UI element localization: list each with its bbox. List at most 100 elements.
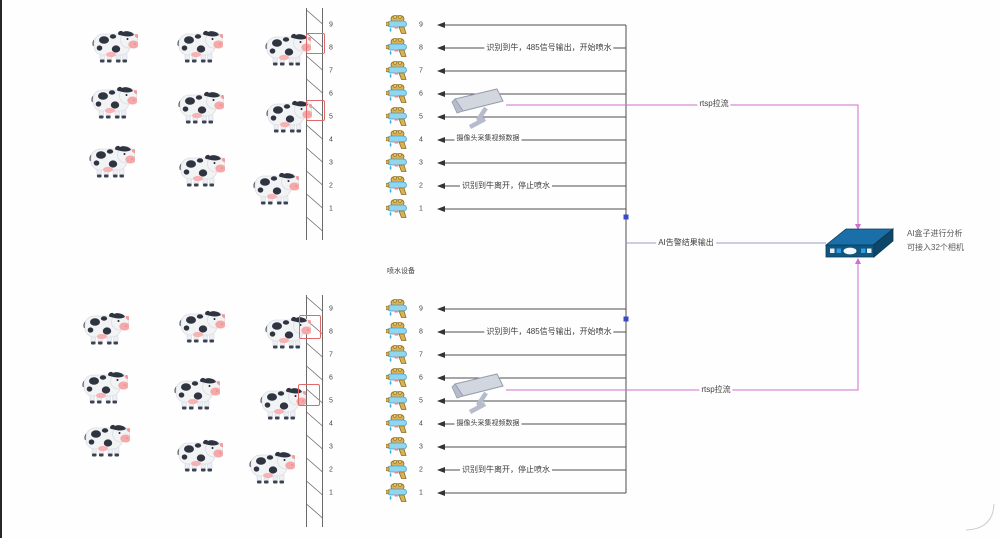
cow-icon (179, 308, 228, 350)
spray-row-number: 7 (419, 351, 423, 359)
fence-row-number: 1 (329, 489, 333, 497)
water-gun-icon (385, 367, 410, 393)
spray-row-number: 1 (419, 489, 423, 497)
fence-row-number: 6 (329, 374, 333, 382)
page-corner-curve (965, 503, 995, 531)
label-camera-collect-bottom: 摄像头采集视频数据 (454, 419, 522, 429)
label-stop-spray-top: 识别到牛离开，停止喷水 (460, 181, 552, 191)
fence-row-number: 8 (329, 44, 333, 52)
water-gun-icon (385, 83, 410, 109)
cow-icon (265, 31, 314, 73)
row-arrowhead (437, 398, 445, 404)
cow-icon (253, 170, 302, 212)
water-gun-icon (385, 129, 410, 155)
fence-row-number: 2 (329, 182, 333, 190)
cow-icon (83, 310, 132, 352)
water-gun-icon (385, 37, 410, 63)
water-gun-icon (385, 298, 410, 324)
window-left-edge (0, 0, 2, 538)
ai-box-icon (824, 228, 895, 258)
rtsp-line-bottom (506, 264, 859, 391)
connector-handle (623, 316, 629, 322)
spray-row-number: 5 (419, 397, 423, 405)
label-stop-spray-bottom: 识别到牛离开，停止喷水 (460, 465, 552, 475)
row-arrowhead (437, 91, 445, 97)
spray-row-number: 2 (419, 182, 423, 190)
cow-icon (92, 28, 141, 70)
water-gun-icon (385, 390, 410, 416)
row-arrowhead (437, 375, 445, 381)
ai-box-caption-line2: 可接入32个相机 (905, 243, 966, 253)
row-arrowhead (437, 137, 445, 143)
row-arrowhead (437, 22, 445, 28)
spray-row-number: 4 (419, 136, 423, 144)
spray-row-number: 8 (419, 328, 423, 336)
water-gun-icon (385, 344, 410, 370)
water-gun-icon (385, 482, 410, 508)
label-rtsp-bottom: rtsp拉流 (699, 385, 733, 395)
label-camera-collect-top: 摄像头采集视频数据 (454, 134, 522, 144)
fence-row-number: 6 (329, 90, 333, 98)
spray-row-number: 7 (419, 67, 423, 75)
water-gun-icon (385, 459, 410, 485)
row-arrowhead (437, 160, 445, 166)
fence-row-number: 5 (329, 397, 333, 405)
cow-icon (249, 449, 298, 491)
fence-row-number: 4 (329, 136, 333, 144)
label-ai-alarm-output: AI告警结果输出 (656, 238, 716, 248)
connector-handle (623, 214, 629, 220)
fence-row-number: 7 (329, 67, 333, 75)
row-arrowhead (437, 114, 445, 120)
fence-row-number: 2 (329, 466, 333, 474)
water-gun-icon (385, 106, 410, 132)
cow-icon (91, 84, 140, 126)
spray-row-number: 2 (419, 466, 423, 474)
water-gun-icon (385, 321, 410, 347)
fence-row-number: 7 (329, 351, 333, 359)
cctv-camera-icon (452, 374, 503, 412)
cow-icon (84, 422, 133, 464)
spray-row-number: 9 (419, 305, 423, 313)
row-arrowhead (437, 329, 445, 335)
cow-icon (82, 369, 131, 411)
label-start-spray-top: 识别到牛，485信号输出，开始喷水 (484, 43, 614, 53)
detection-box (306, 33, 325, 54)
label-start-spray-bottom: 识别到牛，485信号输出，开始喷水 (484, 327, 614, 337)
row-arrowhead (437, 206, 445, 212)
row-arrowhead (437, 421, 445, 427)
row-arrowhead (437, 490, 445, 496)
spray-row-number: 3 (419, 159, 423, 167)
fence-row-number: 8 (329, 328, 333, 336)
spray-row-number: 1 (419, 205, 423, 213)
detection-box (298, 384, 320, 406)
row-arrowhead (437, 306, 445, 312)
water-gun-icon (385, 436, 410, 462)
label-rtsp-top: rtsp拉流 (697, 99, 731, 109)
rtsp-line-top (506, 104, 859, 224)
detection-box (306, 100, 325, 121)
row-arrowhead (437, 467, 445, 473)
fence-row-number: 1 (329, 205, 333, 213)
spray-row-number: 6 (419, 374, 423, 382)
cow-icon (174, 375, 223, 417)
row-arrowhead (437, 444, 445, 450)
spray-row-number: 9 (419, 21, 423, 29)
water-gun-icon (385, 60, 410, 86)
spray-row-number: 4 (419, 420, 423, 428)
ai-box-caption-line1: AI盒子进行分析 (905, 229, 965, 239)
fence-row-number: 5 (329, 113, 333, 121)
water-gun-icon (385, 14, 410, 40)
spray-row-number: 6 (419, 90, 423, 98)
cctv-camera-icon (452, 89, 503, 127)
cow-icon (89, 143, 138, 185)
cow-icon (178, 89, 227, 131)
water-gun-icon (385, 198, 410, 224)
row-arrowhead (437, 352, 445, 358)
row-arrowhead (437, 183, 445, 189)
spray-row-number: 3 (419, 443, 423, 451)
fence-row-number: 9 (329, 305, 333, 313)
fence-row-number: 4 (329, 420, 333, 428)
spray-row-number: 5 (419, 113, 423, 121)
fence-row-number: 3 (329, 159, 333, 167)
